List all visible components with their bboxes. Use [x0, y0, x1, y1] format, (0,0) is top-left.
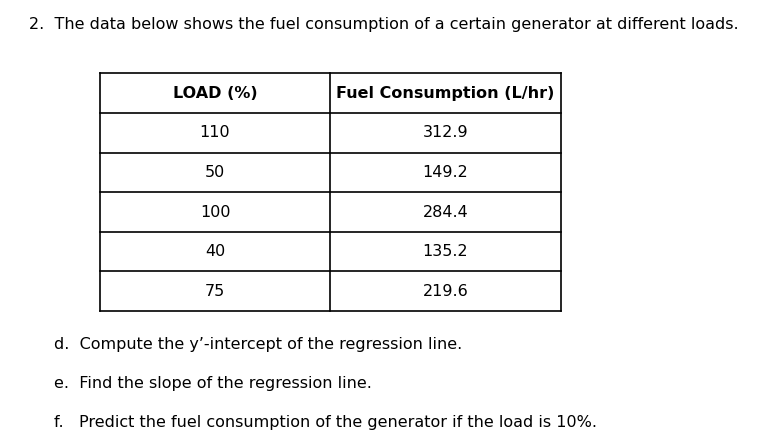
- Text: Fuel Consumption (L/hr): Fuel Consumption (L/hr): [336, 86, 554, 101]
- Text: 284.4: 284.4: [422, 204, 468, 219]
- Text: LOAD (%): LOAD (%): [173, 86, 257, 101]
- Text: 50: 50: [205, 165, 225, 180]
- Text: 219.6: 219.6: [422, 284, 468, 299]
- Text: 100: 100: [200, 204, 230, 219]
- Text: 110: 110: [200, 125, 230, 140]
- Text: 75: 75: [205, 284, 225, 299]
- Text: f.   Predict the fuel consumption of the generator if the load is 10%.: f. Predict the fuel consumption of the g…: [54, 415, 597, 430]
- Text: 2.  The data below shows the fuel consumption of a certain generator at differen: 2. The data below shows the fuel consump…: [29, 17, 739, 32]
- Text: 40: 40: [205, 244, 225, 259]
- Text: 135.2: 135.2: [422, 244, 468, 259]
- Text: d.  Compute the y’-intercept of the regression line.: d. Compute the y’-intercept of the regre…: [54, 337, 462, 352]
- Text: e.  Find the slope of the regression line.: e. Find the slope of the regression line…: [54, 376, 372, 391]
- Text: 312.9: 312.9: [422, 125, 468, 140]
- Text: 149.2: 149.2: [422, 165, 468, 180]
